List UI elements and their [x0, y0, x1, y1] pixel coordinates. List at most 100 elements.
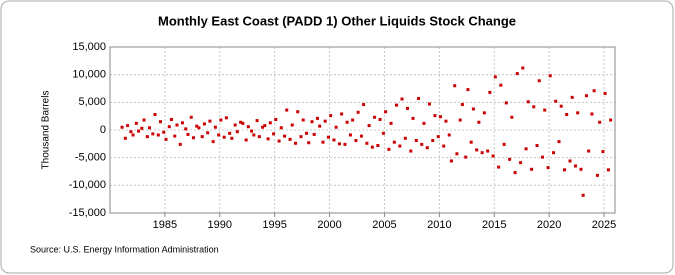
data-point [334, 125, 338, 129]
data-point [162, 130, 166, 134]
data-point [400, 97, 404, 101]
data-point [301, 118, 305, 122]
data-point [228, 131, 232, 135]
data-point [337, 142, 341, 146]
data-point [148, 126, 152, 130]
y-tick-label: 10,000 [72, 69, 106, 81]
data-point [376, 143, 380, 147]
data-point [427, 102, 431, 106]
data-point [241, 121, 245, 125]
data-point [123, 136, 127, 140]
data-point [359, 134, 363, 138]
data-point [453, 84, 457, 88]
data-point [233, 123, 237, 127]
data-point [568, 159, 572, 163]
data-point [230, 136, 234, 140]
data-point [409, 149, 413, 153]
data-point [365, 141, 369, 145]
data-point [581, 193, 585, 197]
data-point [406, 106, 410, 110]
data-point [497, 165, 501, 169]
marks-layer [120, 66, 613, 197]
data-point [134, 121, 138, 125]
data-point [244, 138, 248, 142]
data-point [570, 95, 574, 99]
data-point [340, 112, 344, 116]
data-point [576, 111, 580, 115]
data-point [252, 133, 256, 137]
data-point [151, 132, 155, 136]
data-point [508, 157, 512, 161]
plot-area [109, 46, 616, 214]
data-point [504, 101, 508, 105]
data-point [261, 125, 265, 129]
data-point [563, 168, 566, 172]
data-point [257, 135, 261, 139]
data-point [197, 126, 201, 130]
data-point [222, 135, 226, 139]
data-point [447, 133, 451, 137]
data-point [436, 135, 440, 139]
data-point [153, 113, 157, 117]
data-point [323, 119, 327, 123]
data-point [310, 120, 314, 124]
data-point [208, 119, 212, 123]
data-point [389, 121, 393, 125]
data-point [411, 116, 415, 120]
data-point [307, 141, 311, 145]
data-point [584, 94, 588, 98]
data-point [321, 140, 325, 144]
data-point [277, 139, 281, 143]
data-point [326, 135, 330, 139]
data-point [548, 74, 552, 78]
data-point [224, 116, 228, 120]
data-point [491, 154, 495, 158]
data-point [431, 139, 435, 143]
data-point [587, 149, 591, 153]
data-point [140, 126, 144, 130]
data-point [345, 120, 349, 124]
data-point [573, 164, 577, 168]
data-point [129, 130, 133, 134]
y-tick-label: 0 [100, 124, 106, 136]
data-point [315, 116, 319, 120]
chart-title: Monthly East Coast (PADD 1) Other Liquid… [158, 13, 516, 28]
data-point [373, 115, 377, 119]
data-point [250, 129, 254, 133]
data-point [526, 100, 530, 104]
data-point [590, 112, 594, 116]
data-point [283, 134, 287, 138]
x-tick-label: 1985 [153, 219, 177, 231]
data-point [532, 105, 536, 109]
data-point [348, 133, 352, 137]
data-point [471, 107, 475, 111]
data-point [579, 167, 583, 171]
x-tick-label: 2025 [592, 219, 616, 231]
data-point [367, 124, 371, 128]
data-point [156, 133, 160, 137]
data-point [279, 126, 283, 130]
data-point [137, 129, 141, 133]
data-point [191, 136, 195, 140]
data-point [595, 173, 599, 177]
data-point [515, 72, 519, 76]
data-point [384, 110, 388, 114]
data-point [565, 113, 569, 117]
data-point [480, 151, 484, 155]
data-point [546, 166, 550, 170]
data-point [438, 115, 442, 119]
y-tick-label: 15,000 [72, 41, 106, 53]
data-point [425, 146, 429, 150]
y-tick-label: -5,000 [75, 152, 106, 164]
data-point [416, 96, 420, 100]
data-point [493, 75, 497, 79]
data-point [458, 118, 462, 122]
data-point [178, 142, 182, 146]
data-point [524, 147, 528, 151]
data-point [541, 155, 545, 159]
data-point [395, 103, 399, 107]
data-point [403, 136, 407, 140]
data-point [559, 104, 563, 108]
data-point [442, 144, 446, 148]
x-tick-label: 2000 [317, 219, 341, 231]
